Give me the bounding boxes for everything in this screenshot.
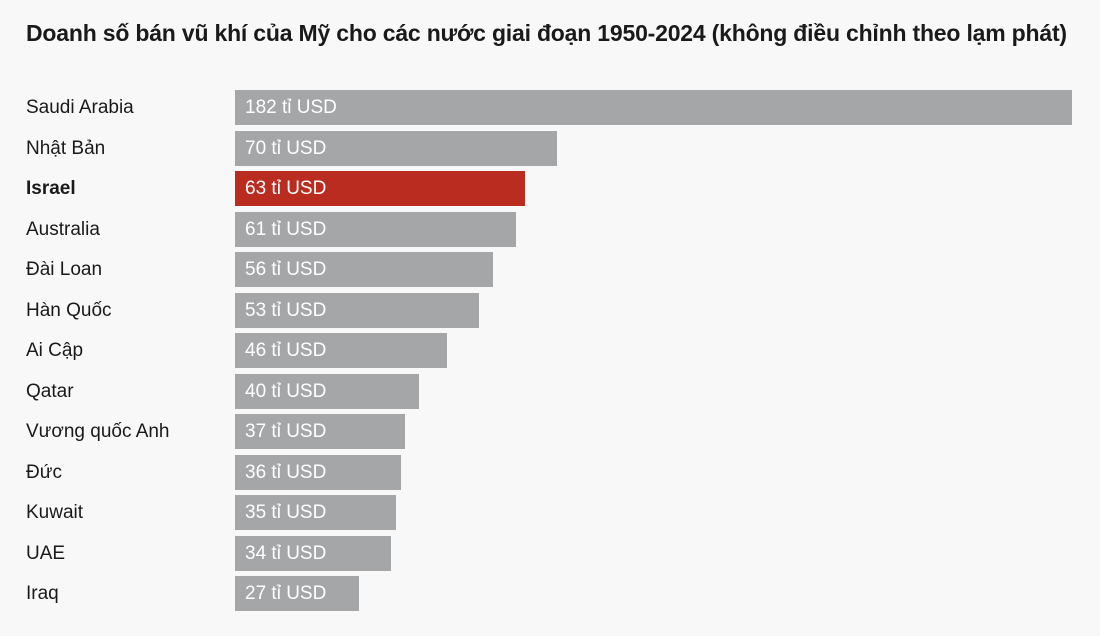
category-label: Đức [26,461,62,483]
bar-value-label: 37 tỉ USD [245,421,327,442]
bar-value-label: 61 tỉ USD [245,218,327,240]
bar [235,495,396,530]
bar [235,252,493,287]
bar [235,292,479,328]
bar-value-label: 56 tỉ USD [245,259,327,280]
category-label: Hàn Quốc [26,299,112,321]
bar-value-label: 27 tỉ USD [245,583,327,604]
bar [235,373,419,409]
bar [235,576,359,611]
bar-value-label: 46 tỉ USD [245,340,327,361]
bar [235,211,516,247]
category-label: Australia [26,218,100,240]
bar [235,90,1072,125]
bar-value-label: 70 tỉ USD [245,137,327,159]
bar-value-label: 182 tỉ USD [245,97,337,118]
bar [235,414,405,449]
category-label: Kuwait [26,502,84,523]
category-label: Qatar [26,380,74,402]
category-label: Israel [26,178,76,199]
bar-value-label: 40 tỉ USD [245,380,327,402]
bar [235,333,447,368]
chart-title: Doanh số bán vũ khí của Mỹ cho các nước … [26,20,1067,46]
bar [235,130,557,166]
bar [235,535,391,571]
bar-value-label: 36 tỉ USD [245,461,327,483]
bar [235,171,525,206]
bar-value-label: 35 tỉ USD [245,502,327,523]
bar [235,454,401,490]
category-label: Saudi Arabia [26,97,134,118]
bar-value-label: 63 tỉ USD [245,178,327,199]
category-label: Iraq [26,583,59,604]
category-label: Ai Cập [26,340,84,361]
category-label: Nhật Bản [26,137,106,159]
category-label: UAE [26,542,66,564]
bar-value-label: 53 tỉ USD [245,299,327,321]
category-label: Vương quốc Anh [26,421,170,442]
bar-value-label: 34 tỉ USD [245,542,327,564]
category-label: Đài Loan [26,259,103,280]
